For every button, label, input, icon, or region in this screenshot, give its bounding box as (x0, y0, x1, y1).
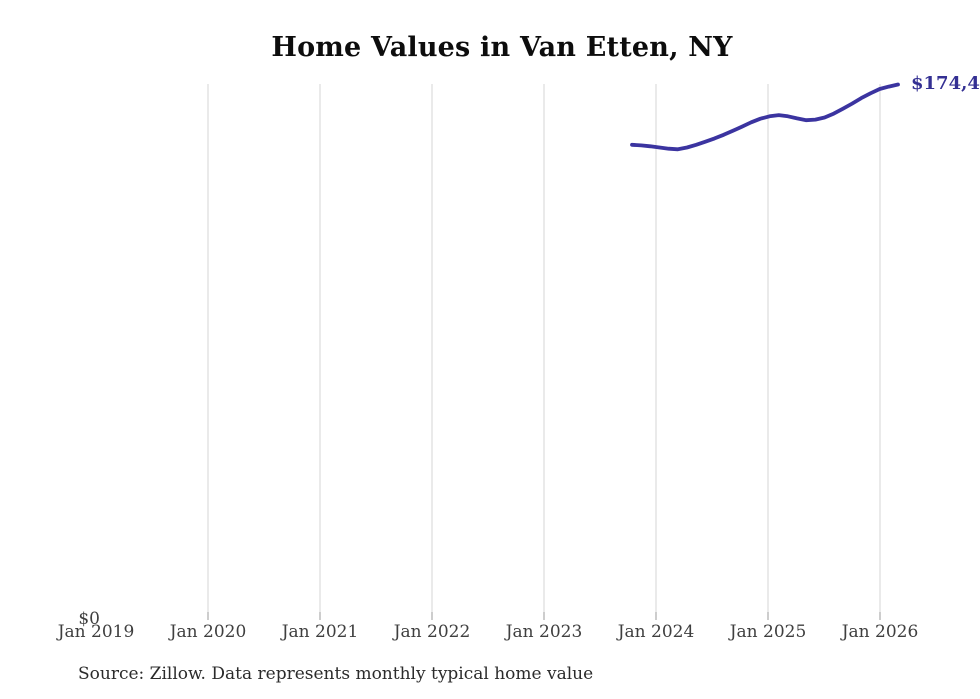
latest-value-label: $174,49 (911, 73, 980, 94)
x-axis-label: Jan 2024 (617, 622, 695, 642)
gridlines-group (207, 84, 881, 612)
x-axis-label: Jan 2023 (505, 622, 583, 642)
chart-title: Home Values in Van Etten, NY (271, 32, 733, 63)
home-value-line (630, 82, 900, 152)
axis-ticks-group (207, 612, 881, 620)
y-axis-zero-label: $0 (78, 609, 100, 629)
x-axis-label: Jan 2019 (57, 622, 135, 642)
x-axis-label: Jan 2026 (841, 622, 919, 642)
x-axis-label: Jan 2020 (169, 622, 247, 642)
x-axis-label: Jan 2021 (281, 622, 359, 642)
x-axis-label: Jan 2025 (729, 622, 807, 642)
source-note: Source: Zillow. Data represents monthly … (78, 664, 594, 684)
x-axis-label: Jan 2022 (393, 622, 471, 642)
